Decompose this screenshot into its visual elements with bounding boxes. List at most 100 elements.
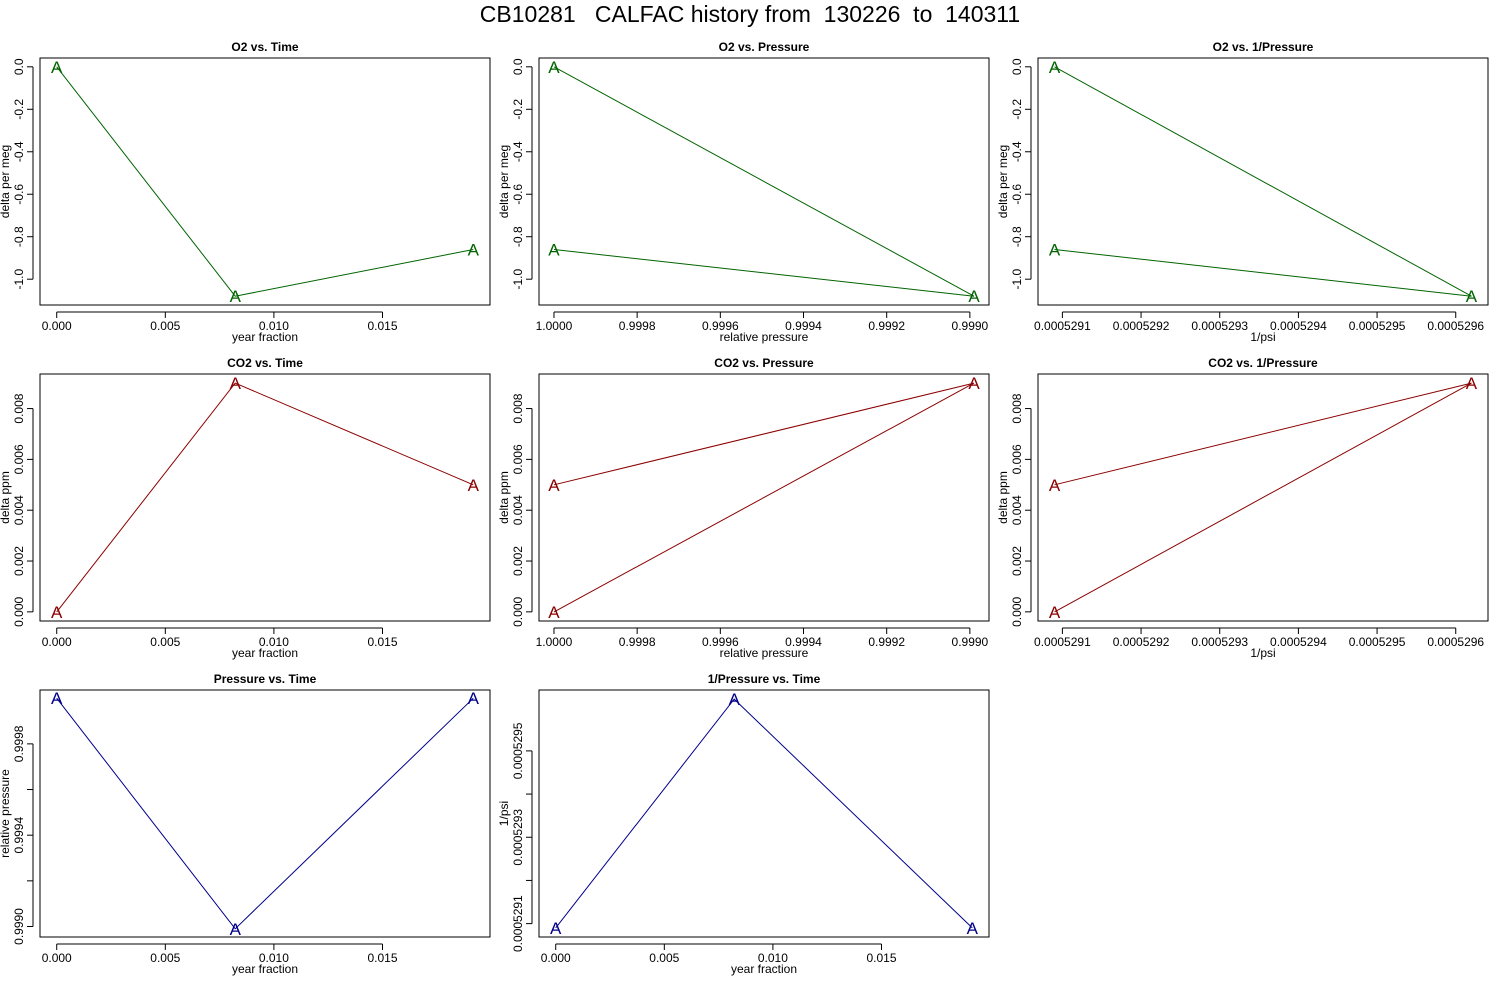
x-tick-label: 0.010	[259, 319, 289, 333]
x-tick-label: 0.010	[259, 951, 289, 965]
y-tick-label: -0.4	[511, 141, 525, 162]
x-tick-label: 1.0000	[536, 635, 573, 649]
plot-frame	[1037, 373, 1489, 622]
y-tick-label: -0.4	[1010, 141, 1024, 162]
data-point-marker: A	[548, 603, 560, 622]
data-point-marker: A	[1466, 374, 1478, 393]
data-point-marker: A	[230, 920, 242, 939]
data-point-marker: A	[1049, 476, 1061, 495]
y-tick-label: 0.0005293	[511, 809, 525, 866]
chart-title: Pressure vs. Time	[214, 672, 317, 686]
x-tick-label: 0.9996	[702, 319, 739, 333]
plot-frame	[538, 689, 990, 938]
x-tick-label: 0.0005295	[1349, 319, 1406, 333]
series-line	[555, 698, 973, 929]
data-point-marker: A	[230, 374, 242, 393]
chart-panel-1: O2 vs. Time 0.000 0.005 0.010 0.015 year frac…	[0, 40, 491, 344]
y-axis-label: relative pressure	[0, 769, 12, 858]
x-axis-label: year fraction	[232, 330, 298, 344]
chart-title: CO2 vs. Pressure	[714, 356, 814, 370]
series-line	[553, 382, 975, 613]
x-tick-label: 1.0000	[536, 319, 573, 333]
y-tick-label: 0.008	[1010, 393, 1024, 423]
x-axis-label: year fraction	[232, 646, 298, 660]
x-tick-label: 0.9998	[619, 635, 656, 649]
y-tick-label: -0.8	[12, 226, 26, 247]
data-point-marker: A	[729, 690, 741, 709]
chart-title: CO2 vs. 1/Pressure	[1208, 356, 1318, 370]
page-title: CB10281 CALFAC history from 130226 to 14…	[479, 1, 1021, 27]
y-tick-label: 0.006	[1010, 444, 1024, 474]
x-tick-label: 0.000	[42, 951, 72, 965]
data-point-marker: A	[230, 287, 242, 306]
chart-title: 1/Pressure vs. Time	[708, 672, 821, 686]
y-tick-label: -0.6	[511, 184, 525, 205]
x-tick-label: 0.9994	[785, 319, 822, 333]
plot-frame	[538, 373, 990, 622]
y-tick-label: 0.0	[12, 58, 26, 75]
y-tick-label: 0.0	[1010, 58, 1024, 75]
x-tick-label: 0.0005296	[1427, 635, 1484, 649]
chart-title: O2 vs. Time	[231, 40, 298, 54]
x-tick-label: 0.0005294	[1270, 635, 1327, 649]
y-tick-label: 0.008	[12, 393, 26, 423]
y-tick-label: 0.0005295	[511, 722, 525, 779]
y-axis-label: delta ppm	[497, 471, 511, 524]
x-tick-label: 0.005	[150, 635, 180, 649]
y-tick-label: 0.008	[511, 393, 525, 423]
y-tick-label: 0.006	[12, 444, 26, 474]
chart-panel-2: O2 vs. Pressure 1.0000 0.9998 0.9996 0.9994 0…	[497, 40, 990, 344]
y-tick-label: 0.002	[1010, 546, 1024, 576]
data-point-marker: A	[51, 58, 63, 77]
data-point-marker: A	[968, 287, 980, 306]
y-tick-label: -0.2	[511, 99, 525, 120]
x-tick-label: 0.0005293	[1191, 319, 1248, 333]
plot-frame	[39, 373, 491, 622]
x-tick-label: 0.9996	[702, 635, 739, 649]
data-point-marker: A	[968, 374, 980, 393]
x-tick-label: 0.9994	[785, 635, 822, 649]
x-axis-label: year fraction	[731, 962, 797, 976]
x-tick-label: 0.0005294	[1270, 319, 1327, 333]
y-tick-label: -0.4	[12, 141, 26, 162]
y-tick-label: 0.000	[12, 597, 26, 627]
plot-frame	[538, 57, 990, 306]
y-tick-label: 0.002	[12, 546, 26, 576]
data-point-marker: A	[468, 240, 480, 259]
data-point-marker: A	[1466, 287, 1478, 306]
x-tick-label: 0.015	[367, 319, 397, 333]
plot-frame	[39, 57, 491, 306]
data-point-marker: A	[548, 58, 560, 77]
y-axis-label: delta per meg	[497, 145, 511, 218]
series-line	[1054, 66, 1472, 297]
x-tick-label: 0.0005295	[1349, 635, 1406, 649]
y-axis-label: delta per meg	[996, 145, 1010, 218]
chart-panel-7: Pressure vs. Time 0.000 0.005 0.010 0.015 yea…	[0, 672, 491, 976]
y-tick-label: -0.6	[1010, 184, 1024, 205]
x-tick-label: 0.0005293	[1191, 635, 1248, 649]
data-point-marker: A	[1049, 240, 1061, 259]
y-tick-label: -0.6	[12, 184, 26, 205]
data-point-marker: A	[51, 603, 63, 622]
x-tick-label: 0.0005291	[1034, 319, 1091, 333]
x-axis-label: 1/psi	[1250, 646, 1275, 660]
y-tick-label: 0.000	[1010, 597, 1024, 627]
x-tick-label: 0.0005291	[1034, 635, 1091, 649]
series-line	[56, 697, 474, 930]
chart-panel-6: CO2 vs. 1/Pressure 0.0005291 0.0005292 0.00…	[996, 356, 1489, 660]
series-line	[56, 382, 474, 613]
y-tick-label: -1.0	[12, 269, 26, 290]
x-tick-label: 0.9990	[952, 319, 989, 333]
series-line	[553, 66, 975, 297]
x-tick-label: 0.015	[367, 951, 397, 965]
x-tick-label: 0.015	[367, 635, 397, 649]
x-tick-label: 0.015	[866, 951, 896, 965]
x-tick-label: 0.000	[42, 635, 72, 649]
x-tick-label: 0.010	[758, 951, 788, 965]
data-point-marker: A	[1049, 58, 1061, 77]
y-axis-label: delta per meg	[0, 145, 12, 218]
data-point-marker: A	[51, 689, 63, 708]
chart-title: O2 vs. Pressure	[719, 40, 810, 54]
x-tick-label: 0.9990	[952, 635, 989, 649]
x-tick-label: 0.9992	[868, 635, 905, 649]
